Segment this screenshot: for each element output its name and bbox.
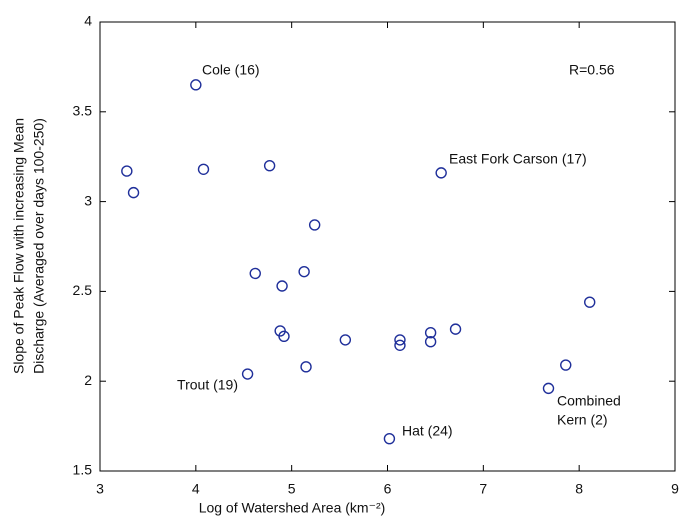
x-tick-label: 9 xyxy=(671,481,679,497)
y-tick-label: 4 xyxy=(84,13,92,29)
point xyxy=(424,335,437,348)
point xyxy=(339,334,352,346)
x-tick-label: 8 xyxy=(575,481,583,497)
point xyxy=(300,361,312,373)
point xyxy=(394,334,406,346)
x-tick-label: 3 xyxy=(96,481,104,497)
annotation: Combined xyxy=(557,393,621,409)
x-tick-label: 4 xyxy=(192,481,200,497)
point xyxy=(308,219,321,231)
y-tick-label: 1.5 xyxy=(73,462,93,478)
x-tick-label: 6 xyxy=(384,481,392,497)
y-tick-label: 2.5 xyxy=(73,282,93,298)
point xyxy=(263,159,276,172)
annotation: Trout (19) xyxy=(177,377,238,393)
y-tick-label: 2 xyxy=(84,372,92,388)
point xyxy=(584,296,596,308)
point xyxy=(383,432,396,445)
point xyxy=(241,368,254,380)
point xyxy=(276,280,288,292)
point xyxy=(190,79,202,91)
point xyxy=(249,267,261,280)
point xyxy=(449,323,462,335)
point xyxy=(542,382,555,395)
y-tick-label: 3 xyxy=(84,192,92,208)
x-tick-label: 7 xyxy=(479,481,487,497)
point xyxy=(424,327,437,339)
y-tick-label: 3.5 xyxy=(73,103,93,119)
point xyxy=(121,165,133,177)
y-axis-label: Discharge (Averaged over days 100-250) xyxy=(31,118,47,374)
annotation: East Fork Carson (17) xyxy=(449,151,587,167)
point xyxy=(127,186,140,199)
annotation: R=0.56 xyxy=(569,62,615,78)
point xyxy=(197,163,210,175)
x-tick-label: 5 xyxy=(288,481,296,497)
y-axis-label: Slope of Peak Flow with increasing Mean xyxy=(11,118,27,374)
point xyxy=(298,265,310,278)
annotation: Cole (16) xyxy=(202,62,260,78)
annotation: Kern (2) xyxy=(557,412,608,428)
point xyxy=(435,167,447,179)
point xyxy=(560,359,572,371)
point xyxy=(278,330,290,342)
x-axis-label: Log of Watershed Area (km⁻²) xyxy=(199,500,386,516)
point xyxy=(394,339,406,351)
annotation: Hat (24) xyxy=(402,423,453,439)
